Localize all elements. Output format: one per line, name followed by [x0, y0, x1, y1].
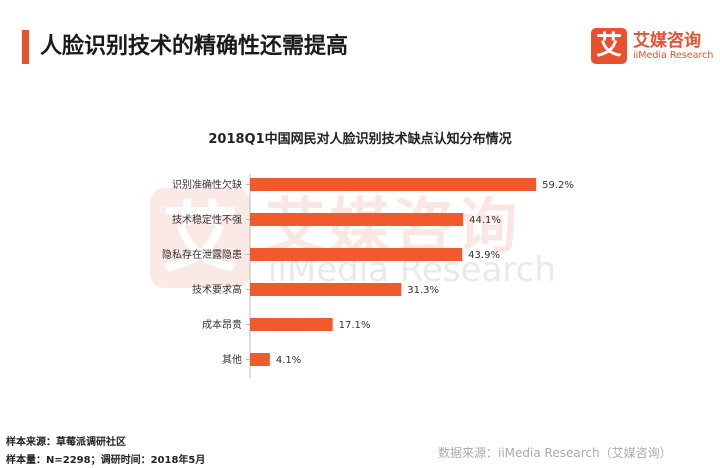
bar	[250, 353, 270, 366]
category-label: 成本昂贵	[202, 318, 242, 331]
value-label: 44.1%	[469, 215, 501, 226]
value-label: 59.2%	[542, 180, 574, 191]
chart-title: 2018Q1中国网民对人脸识别技术缺点认知分布情况	[208, 132, 512, 147]
value-label: 31.3%	[407, 285, 439, 296]
bar	[250, 318, 333, 331]
value-label: 43.9%	[468, 250, 500, 261]
brand-logo: 艾 艾媒咨询 iiMedia Research	[591, 24, 716, 74]
category-label: 技术要求高	[192, 283, 242, 296]
bar	[250, 213, 464, 226]
page-title: 人脸识别技术的精确性还需提高	[40, 34, 349, 59]
sample-source: 样本来源：草莓派调研社区	[6, 437, 126, 448]
logo-mark-icon: 艾	[591, 28, 627, 64]
value-label: 4.1%	[276, 355, 301, 366]
title-accent-bar	[22, 30, 29, 64]
logo-name-en: iiMedia Research	[633, 50, 714, 61]
data-source: 数据来源：iiMedia Research（艾媒咨询）	[438, 446, 672, 460]
bar	[250, 283, 402, 296]
category-label: 其他	[222, 353, 242, 366]
bar	[250, 248, 463, 261]
bar	[250, 178, 537, 191]
category-label: 隐私存在泄露隐患	[162, 248, 242, 261]
value-label: 17.1%	[339, 320, 371, 331]
category-label: 技术稳定性不强	[172, 213, 242, 226]
category-label: 识别准确性欠缺	[172, 178, 242, 191]
logo-name-cn: 艾媒咨询	[633, 31, 701, 51]
sample-size: 样本量：N=2298；调研时间：2018年5月	[6, 455, 206, 466]
